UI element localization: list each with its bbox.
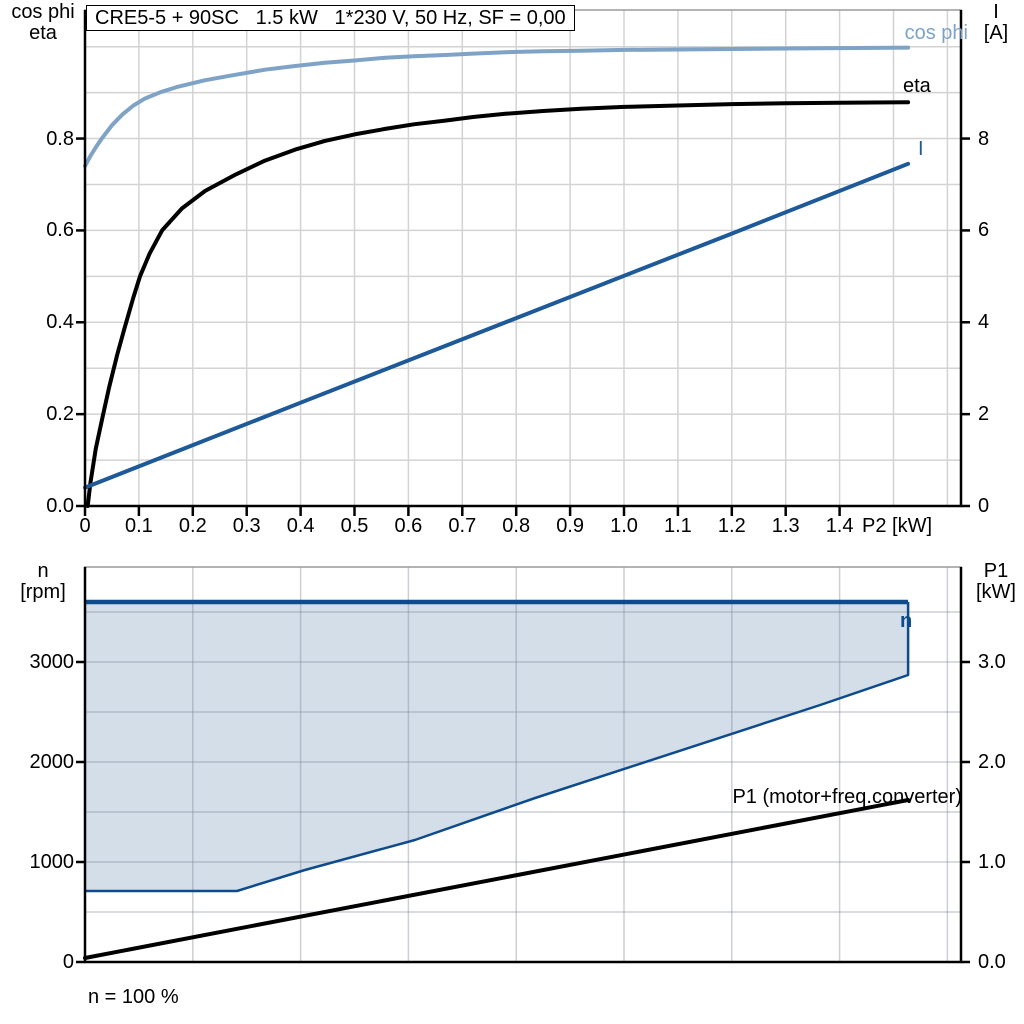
right-axis-tick-label: 8	[978, 127, 990, 150]
x-axis-tick-label: 0.5	[340, 515, 369, 537]
left-axis-tick-label: 0.6	[46, 219, 74, 242]
series	[83, 599, 911, 960]
p1-curve-label: P1 (motor+freq.converter)	[732, 786, 962, 808]
left-axis-tick-label: 0.4	[46, 311, 74, 334]
left-axis-tick-label: 3000	[29, 651, 75, 673]
x-axis-tick-label: 0.4	[286, 515, 315, 537]
x-axis-tick-label: 0.3	[232, 515, 261, 537]
right-axis-tick-label: 3.0	[978, 651, 1006, 673]
left-axis-tick-label: 2000	[29, 751, 75, 773]
current-curve-label: I	[918, 138, 924, 160]
gridlines	[85, 567, 961, 962]
left-axis-tick-label: 0.0	[46, 495, 74, 517]
left-axis-tick-label: 0.2	[46, 403, 74, 426]
x-axis-tick-label: 1.2	[717, 515, 746, 537]
x-axis-tick-label: 0.1	[124, 515, 153, 537]
cos-phi-axis-title: cos phi	[11, 1, 75, 23]
p2-axis-label: P2 [kW]	[862, 515, 933, 537]
top-right-axis-header: I [A]	[966, 2, 1024, 44]
speed-region-label: n	[900, 610, 913, 632]
x-axis-tick-label: 1.0	[610, 515, 638, 537]
x-axis-tick-label: 0.9	[556, 515, 584, 537]
n-min-boundary	[85, 602, 910, 893]
series	[83, 45, 911, 508]
speed-axis-unit: [rpm]	[20, 581, 66, 603]
p1-axis-unit: [kW]	[976, 581, 1016, 603]
eta-curve-label: eta	[903, 75, 931, 97]
left-axis-tick-label: 0.8	[46, 127, 74, 150]
chart-title-box: CRE5-5 + 90SC 1.5 kW 1*230 V, 50 Hz, SF …	[86, 5, 575, 31]
current-axis-title: I	[993, 1, 999, 23]
area-fills	[85, 602, 909, 891]
x-axis-tick-label: 0	[79, 515, 91, 537]
speed-axis-title: n	[37, 560, 49, 582]
eta-axis-title: eta	[29, 22, 57, 44]
left-axis-tick-label: 1000	[29, 851, 75, 873]
cos-phi-curve-label: cos phi	[904, 22, 968, 44]
x-axis-tick-label: 0.7	[448, 515, 477, 537]
bottom-left-axis-header: n [rpm]	[8, 561, 78, 603]
x-axis-tick-label: 1.4	[825, 515, 854, 537]
right-axis-tick-label: 4	[978, 311, 990, 334]
chart-title: CRE5-5 + 90SC 1.5 kW 1*230 V, 50 Hz, SF …	[95, 6, 566, 29]
axes	[76, 566, 970, 964]
left-axis-tick-label: 0	[62, 951, 74, 973]
series-i	[83, 161, 911, 490]
n-100-percent-label: n = 100 %	[88, 986, 179, 1008]
right-axis-tick-label: 2.0	[978, 751, 1006, 773]
x-axis-tick-label: 1.3	[771, 515, 800, 537]
right-axis-tick-label: 6	[978, 219, 990, 242]
x-axis-tick-label: 0.2	[178, 515, 207, 537]
gridlines	[85, 10, 961, 506]
series-p1-motor-freq-converter-	[83, 798, 911, 960]
right-axis-tick-label: 0	[978, 495, 990, 517]
x-axis-tick-label: 0.6	[394, 515, 423, 537]
top-left-axis-header: cos phi eta	[8, 2, 78, 44]
p1-axis-title: P1	[983, 560, 1009, 582]
bottom-right-axis-header: P1 [kW]	[966, 561, 1024, 603]
right-axis-tick-label: 2	[978, 403, 990, 426]
n-operating-region	[85, 602, 909, 891]
series-cos-phi	[83, 45, 911, 169]
x-axis-tick-label: 1.1	[663, 515, 692, 537]
right-axis-tick-label: 0.0	[978, 951, 1006, 973]
x-axis-tick-label: 0.8	[502, 515, 531, 537]
current-axis-unit: [A]	[983, 22, 1009, 44]
right-axis-tick-label: 1.0	[978, 851, 1006, 873]
series-eta	[85, 100, 911, 508]
